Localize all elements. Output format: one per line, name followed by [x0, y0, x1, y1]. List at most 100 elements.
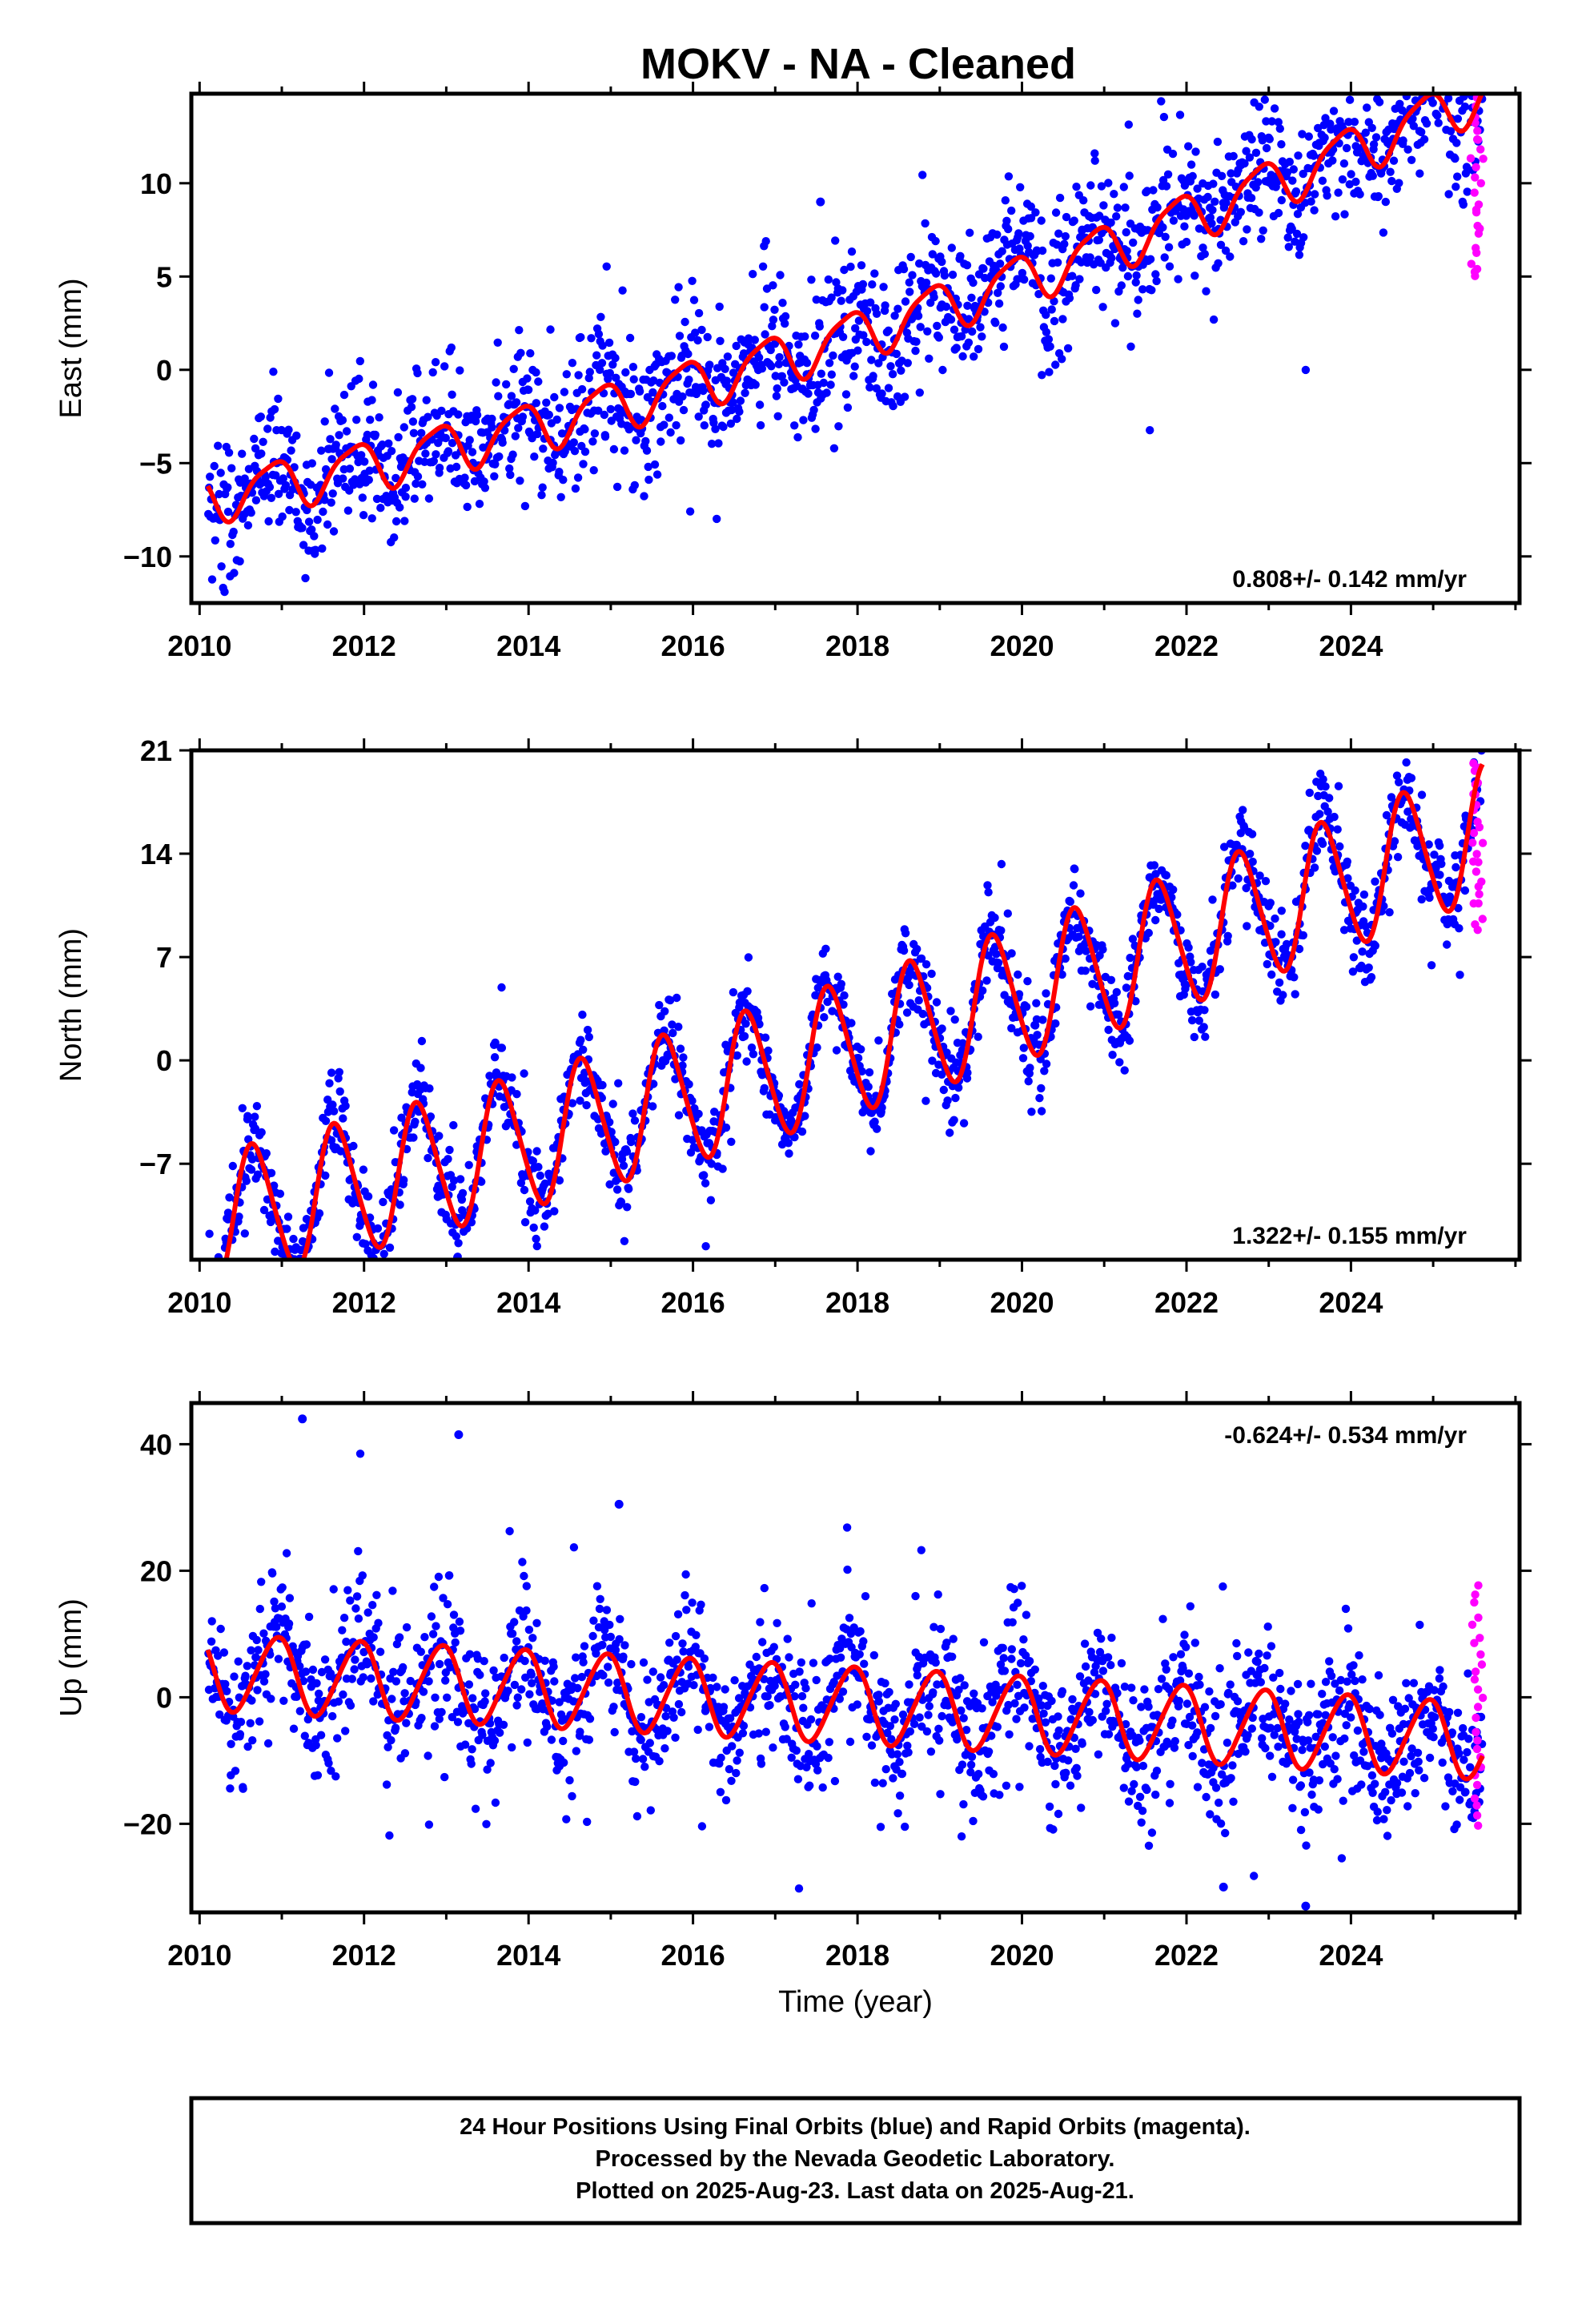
final-orbit-point [259, 437, 267, 446]
x-tick-label: 2022 [1154, 629, 1219, 662]
final-orbit-point [1307, 1679, 1315, 1688]
final-orbit-point [310, 532, 319, 541]
final-orbit-point [832, 1046, 841, 1055]
final-orbit-point [893, 304, 902, 313]
final-orbit-point [568, 359, 577, 368]
final-orbit-point [254, 1646, 263, 1655]
final-orbit-point [452, 1232, 460, 1241]
final-orbit-point [1175, 111, 1185, 119]
final-orbit-point [605, 1180, 614, 1189]
final-orbit-point [627, 1137, 636, 1147]
final-orbit-point [268, 1569, 277, 1578]
final-orbit-point [604, 338, 614, 348]
final-orbit-point [671, 1733, 680, 1742]
final-orbit-point [508, 450, 517, 459]
final-orbit-point [1339, 159, 1349, 168]
final-orbit-point [1062, 1768, 1070, 1777]
final-orbit-point [911, 346, 920, 356]
final-orbit-point [1333, 825, 1342, 834]
final-orbit-point [584, 1032, 593, 1042]
final-orbit-point [885, 1722, 895, 1731]
final-orbit-point [928, 1056, 937, 1065]
rapid-orbit-point [1470, 267, 1480, 276]
final-orbit-point [998, 1643, 1007, 1652]
final-orbit-point [231, 1767, 240, 1775]
final-orbit-point [999, 342, 1009, 352]
final-orbit-point [1275, 978, 1284, 987]
final-orbit-point [979, 264, 988, 273]
final-orbit-point [1035, 1094, 1044, 1103]
final-orbit-point [234, 1657, 243, 1666]
final-orbit-point [360, 457, 369, 466]
final-orbit-point [1459, 200, 1468, 209]
final-orbit-point [518, 412, 528, 421]
final-orbit-point [948, 1652, 957, 1661]
final-orbit-point [854, 316, 864, 325]
final-orbit-point [343, 506, 353, 515]
final-orbit-point [978, 1792, 988, 1801]
final-orbit-point [490, 1053, 500, 1062]
final-orbit-point [247, 1165, 256, 1174]
final-orbit-point [869, 1651, 879, 1660]
final-orbit-point [1342, 143, 1351, 153]
final-orbit-point [376, 504, 385, 513]
final-orbit-point [939, 1085, 949, 1095]
final-orbit-point [223, 507, 233, 517]
final-orbit-point [345, 464, 355, 473]
final-orbit-point [367, 514, 376, 523]
final-orbit-point [1294, 1710, 1303, 1719]
final-orbit-point [813, 983, 822, 992]
final-orbit-point [981, 273, 990, 283]
rapid-orbit-point [1473, 127, 1482, 135]
final-orbit-point [721, 1685, 729, 1694]
final-orbit-point [1165, 1799, 1174, 1807]
final-orbit-point [962, 1726, 971, 1735]
final-orbit-point [571, 484, 580, 493]
final-orbit-point [677, 436, 685, 445]
final-orbit-point [818, 1783, 827, 1792]
final-orbit-point [372, 494, 382, 504]
final-orbit-point [407, 403, 416, 412]
final-orbit-point [555, 404, 564, 412]
final-orbit-point [1340, 210, 1349, 219]
final-orbit-point [619, 1652, 628, 1661]
final-orbit-point [781, 1723, 789, 1731]
final-orbit-point [733, 1051, 741, 1060]
final-orbit-point [785, 1149, 793, 1158]
final-orbit-point [661, 1007, 669, 1016]
final-orbit-point [736, 396, 745, 405]
final-orbit-point [970, 352, 978, 361]
final-orbit-point [717, 1753, 725, 1763]
final-orbit-point [1042, 328, 1051, 336]
final-orbit-point [1236, 207, 1246, 216]
final-orbit-point [820, 1013, 829, 1022]
final-orbit-point [516, 348, 525, 357]
final-orbit-point [1106, 1661, 1115, 1670]
figure-title: MOKV - NA - Cleaned [640, 40, 1076, 88]
final-orbit-point [655, 1000, 664, 1010]
final-orbit-point [838, 332, 848, 341]
final-orbit-point [881, 301, 889, 310]
final-orbit-point [302, 1640, 311, 1649]
final-orbit-point [1144, 1703, 1153, 1711]
final-orbit-point [283, 1224, 291, 1233]
final-orbit-point [1233, 1651, 1242, 1661]
y-tick-label: 0 [156, 354, 172, 387]
final-orbit-point [995, 259, 1005, 268]
final-orbit-point [339, 1690, 347, 1699]
final-orbit-point [1014, 990, 1024, 999]
final-orbit-point [618, 286, 627, 295]
final-orbit-point [1169, 885, 1178, 895]
final-orbit-point [810, 332, 820, 340]
final-orbit-point [465, 436, 474, 444]
rapid-orbit-point [1476, 145, 1485, 154]
final-orbit-point [1228, 881, 1237, 890]
final-orbit-point [287, 446, 295, 455]
final-orbit-point [889, 401, 897, 411]
final-orbit-point [1135, 1792, 1145, 1801]
final-orbit-point [1216, 1700, 1225, 1709]
final-orbit-point [1255, 103, 1264, 111]
final-orbit-point [550, 1677, 559, 1686]
final-orbit-point [304, 1612, 314, 1622]
final-orbit-point [809, 1659, 818, 1667]
